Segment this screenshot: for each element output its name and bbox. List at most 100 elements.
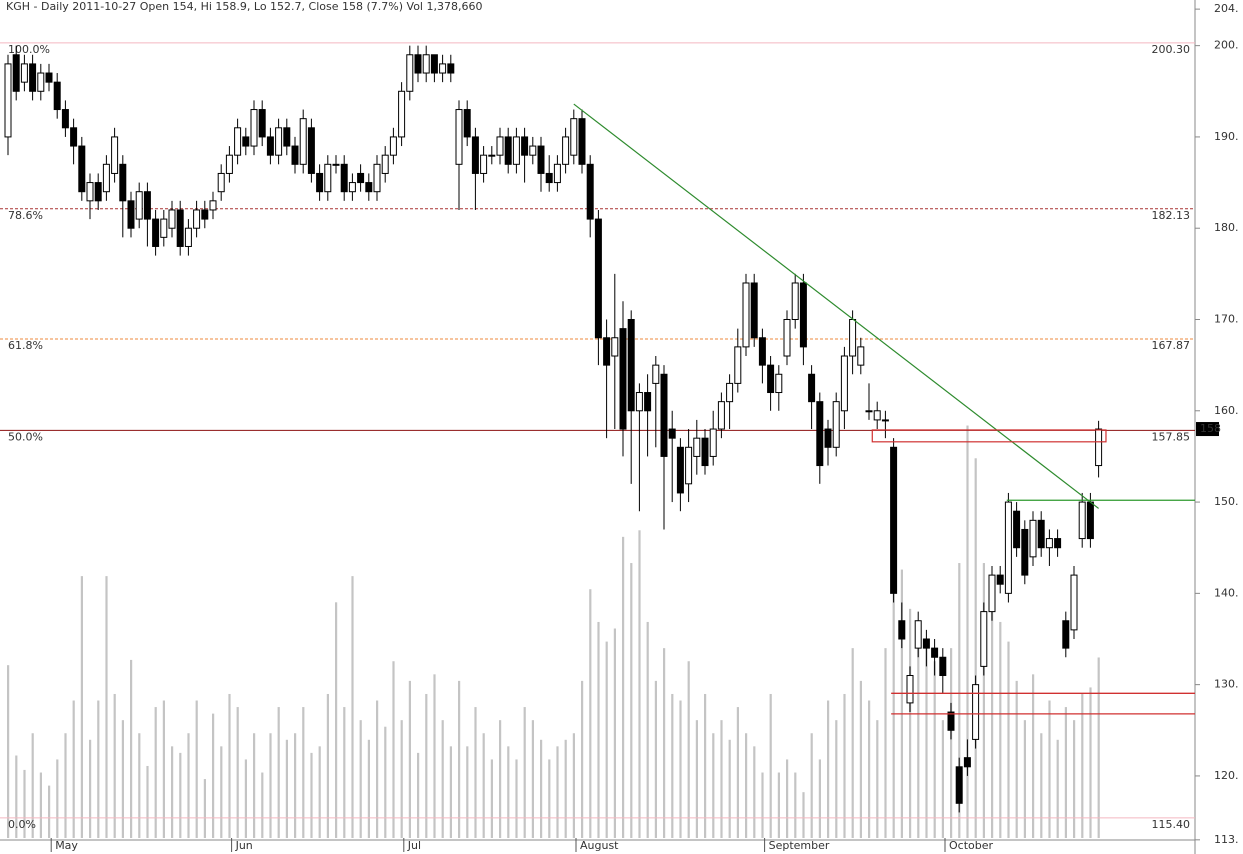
volume-bar [417,752,420,838]
candle-body [1070,574,1078,631]
volume-bar [15,755,18,838]
candle-body [660,373,668,457]
volume-bar [1007,641,1010,838]
candle-body [799,282,807,348]
y-tick-label: 140. [1214,586,1239,599]
candle-body [775,373,783,394]
candle-body [996,574,1004,585]
x-tick-label: May [55,839,78,852]
candle-body [242,136,250,147]
volume-bar [171,746,174,838]
candle-body [299,118,307,165]
x-tick-label: Jul [407,839,421,852]
volume-bar [335,602,338,838]
y-tick-label: 113. [1214,833,1239,846]
volume-bar [802,792,805,838]
y-tick-label: 190. [1214,130,1239,143]
candle-body [717,401,725,430]
volume-bar [228,693,231,838]
candle-body [389,136,397,156]
volume-bar [1023,720,1026,838]
candle-body [398,90,406,138]
last-price-tag [1196,422,1219,437]
volume-bar [991,602,994,838]
candle-body [250,109,258,147]
volume-bar [589,589,592,838]
candle-body [496,136,504,156]
volume-bar [236,707,239,838]
candle-body [512,136,520,165]
candle-body [94,182,102,202]
candle-body [906,675,914,704]
volume-bar [343,707,346,838]
candle-body [20,63,28,83]
volume-bar [695,720,698,838]
volume-bar [72,700,75,838]
volume-bar [638,530,641,838]
candle-body [668,428,676,439]
y-tick-label: 200. [1214,39,1239,52]
volume-bar [581,680,584,838]
candle-body [521,136,529,156]
volume-bar [1073,720,1076,838]
candle-body [980,611,988,667]
volume-bar [671,693,674,838]
candle-body [840,355,848,412]
volume-bar [769,693,772,838]
candle-body [78,145,86,193]
volume-bar [515,759,518,838]
volume-bar [7,665,10,838]
candle-body [266,136,274,156]
candle-body [37,72,45,92]
volume-bar [285,739,288,838]
volume-bar [220,746,223,838]
candle-body [365,182,373,193]
volume-bar [523,707,526,838]
candle-body [914,620,922,649]
candle-body [504,136,512,165]
candle-body [537,145,545,174]
candle-body [86,182,94,202]
candle-body [283,127,291,147]
volume-bar [548,759,551,838]
volume-bar [605,641,608,838]
candle-body [184,227,192,247]
fib-name: 78.6% [8,209,43,222]
candle-body [578,118,586,165]
volume-bar [449,746,452,838]
candle-body [291,145,299,165]
candle-body [1037,519,1045,549]
volume-bar [212,713,215,838]
volume-bar [679,700,682,838]
candle-body [316,172,324,193]
volume-bar [89,739,92,838]
volume-bar [474,707,477,838]
candle-body [357,172,365,184]
y-tick-label: 120. [1214,769,1239,782]
volume-bar [827,700,830,838]
volume-bar [376,700,379,838]
volume-bar [466,746,469,838]
x-tick-label: August [580,839,619,852]
volume-bar [810,733,813,838]
fib-value: 115.40 [1152,818,1191,831]
volume-bar [646,621,649,838]
candle-body [922,638,930,649]
candle-body [1095,428,1103,467]
volume-bar [97,700,100,838]
candle-body [1004,501,1012,594]
y-tick-label: 170. [1214,312,1239,325]
candle-body [176,209,184,247]
candle-body [783,318,791,357]
candle-body [45,72,53,83]
candle-body [611,337,619,357]
candle-body [603,337,611,366]
volume-bar [597,621,600,838]
volume-bar [441,720,444,838]
candle-body [1086,501,1094,540]
candle-body [209,200,217,211]
volume-bar [433,674,436,838]
last-price-label: 158 [1200,422,1221,435]
candle-body [430,54,438,74]
candle-body [570,118,578,156]
